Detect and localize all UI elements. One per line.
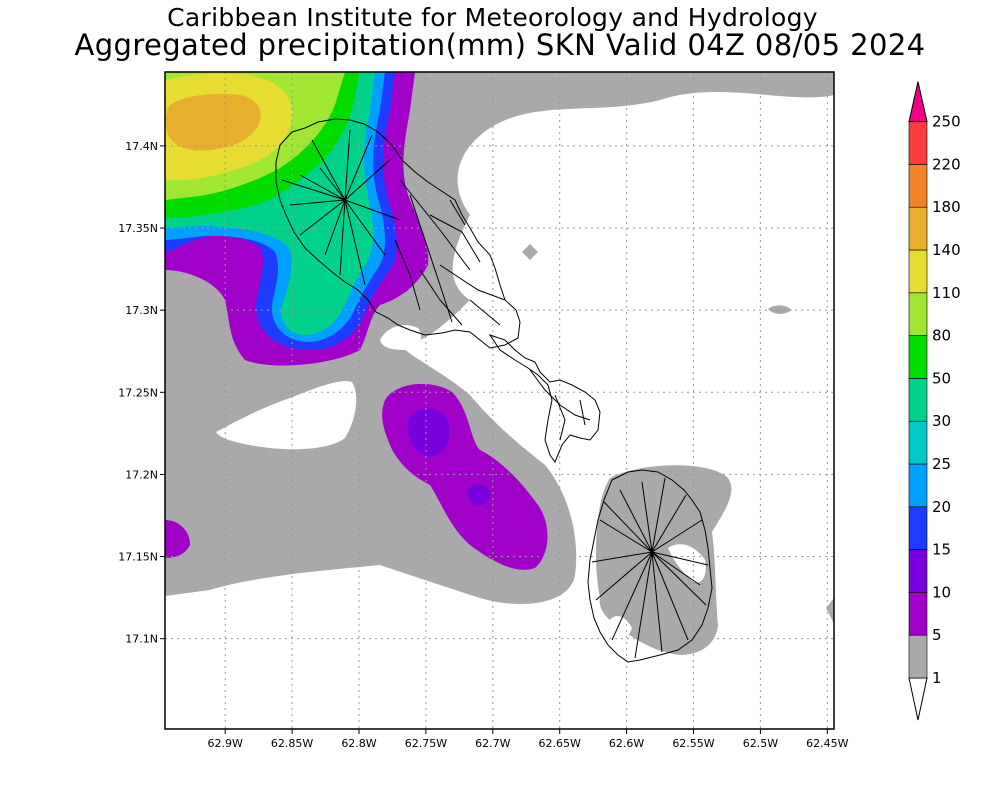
lat-tick-label: 17.15N (118, 551, 158, 564)
colorbar-label: 10 (932, 583, 951, 601)
colorbar-over-cap (908, 81, 928, 123)
longitude-axis: 62.9W 62.85W 62.8W 62.75W 62.7W 62.65W 62.6W 62… (208, 729, 849, 750)
colorbar-swatch (908, 249, 928, 294)
precip-shade-below-1mm (380, 325, 422, 350)
colorbar-swatch (908, 463, 928, 508)
colorbar-swatch (908, 420, 928, 465)
lon-tick-label: 62.55W (672, 737, 714, 750)
precip-shade-140-180mm (165, 93, 261, 151)
precip-shade-1-5mm (768, 305, 792, 314)
precip-field (165, 72, 834, 655)
colorbar-swatch (908, 378, 928, 422)
map-frame (164, 71, 835, 730)
colorbar-swatch (908, 592, 928, 636)
lat-tick-label: 17.4N (125, 140, 158, 153)
precip-shade-below-1mm (608, 616, 632, 640)
lon-tick-label: 62.7W (475, 737, 510, 750)
colorbar-swatch (908, 335, 928, 379)
colorbar-label: 180 (932, 198, 961, 216)
title-institute: Caribbean Institute for Meteorology and … (167, 3, 818, 32)
colorbar-label: 250 (932, 113, 961, 131)
lon-tick-label: 62.45W (806, 737, 848, 750)
colorbar-swatch (908, 634, 928, 679)
precip-shade-10-15mm (407, 408, 450, 457)
colorbar-label: 50 (932, 369, 951, 387)
colorbar-swatch (908, 121, 928, 165)
lat-tick-label: 17.2N (125, 468, 158, 481)
lat-tick-label: 17.35N (118, 222, 158, 235)
colorbar-label: 110 (932, 284, 961, 302)
precip-shade-10-15mm (467, 484, 491, 506)
map-graticule (165, 72, 834, 729)
colorbar-label: 15 (932, 541, 951, 559)
island-nevis (587, 469, 713, 663)
latitude-axis: 17.4N 17.35N 17.3N 17.25N 17.2N 17.15N 17.1N (118, 140, 165, 646)
lat-tick-label: 17.1N (125, 633, 158, 646)
precip-shade-1-5mm (522, 244, 538, 260)
colorbar-label: 25 (932, 455, 951, 473)
colorbar-swatch (908, 549, 928, 593)
colorbar-label: 1 (932, 669, 942, 687)
lon-tick-label: 62.5W (743, 737, 778, 750)
precip-shade-below-1mm (668, 544, 706, 583)
colorbar-label: 30 (932, 412, 951, 430)
lon-tick-label: 62.9W (208, 737, 243, 750)
colorbar-label: 140 (932, 241, 961, 259)
lat-tick-label: 17.25N (118, 386, 158, 399)
colorbar-swatch (908, 206, 928, 251)
colorbar-label: 20 (932, 498, 951, 516)
colorbar-swatch (908, 164, 928, 208)
lon-tick-label: 62.8W (341, 737, 376, 750)
colorbar-label: 5 (932, 626, 942, 644)
precip-shade-1-5mm (826, 598, 834, 624)
title-product: Aggregated precipitation(mm) SKN Valid 0… (74, 28, 926, 62)
colorbar-label: 80 (932, 327, 951, 345)
lon-tick-label: 62.65W (539, 737, 581, 750)
lon-tick-label: 62.6W (609, 737, 644, 750)
island-st-kitts (275, 118, 601, 464)
precip-shade-below-1mm (216, 381, 357, 450)
precip-shade-5-10mm (165, 520, 190, 558)
lon-tick-label: 62.85W (271, 737, 313, 750)
colorbar-swatch (908, 506, 928, 550)
colorbar-swatch (908, 292, 928, 336)
lon-tick-label: 62.75W (405, 737, 447, 750)
colorbar-under-cap (908, 677, 928, 721)
lat-tick-label: 17.3N (125, 304, 158, 317)
colorbar-label: 220 (932, 155, 961, 173)
